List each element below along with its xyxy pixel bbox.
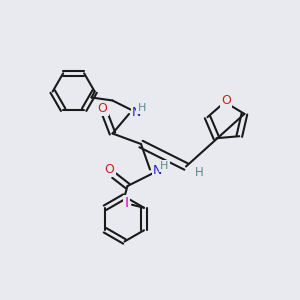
- Text: N: N: [132, 106, 141, 119]
- Text: O: O: [105, 163, 114, 176]
- Text: H: H: [160, 161, 169, 171]
- Text: N: N: [153, 164, 162, 178]
- Text: O: O: [98, 102, 107, 115]
- Text: H: H: [137, 103, 146, 113]
- Text: I: I: [124, 196, 129, 210]
- Text: O: O: [221, 94, 231, 107]
- Text: H: H: [195, 166, 204, 179]
